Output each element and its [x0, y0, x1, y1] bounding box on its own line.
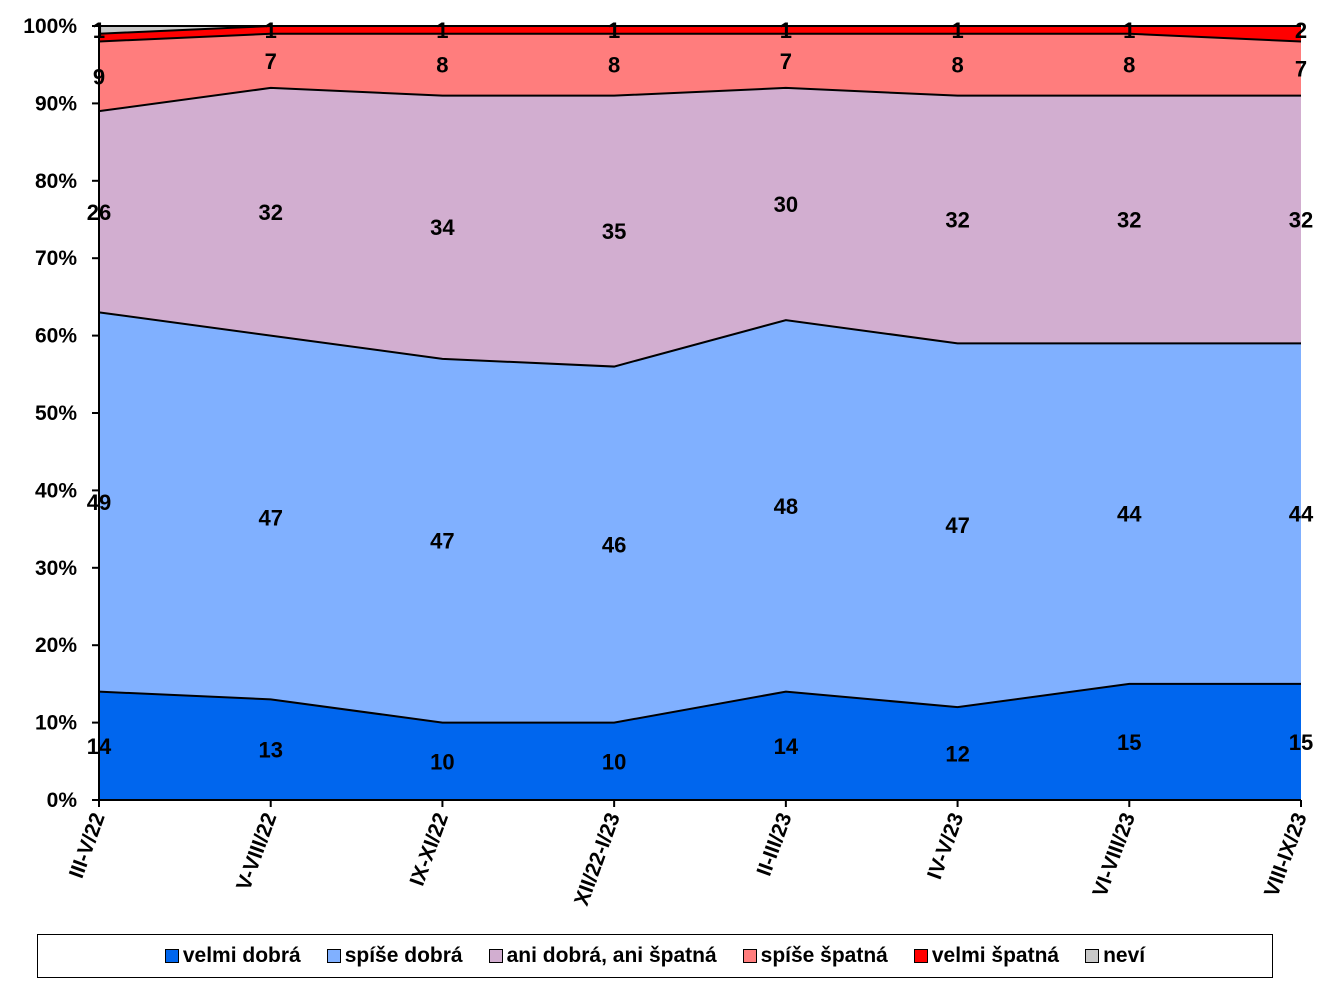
- data-label-spise-dobra: 44: [1289, 502, 1314, 527]
- area-velmi-dobra: [99, 683, 1301, 800]
- x-tick-label: IV-V/23: [923, 810, 968, 883]
- series-areas: [98, 25, 1302, 800]
- data-label-spise-dobra: 47: [430, 529, 454, 554]
- data-label-spise-dobra: 48: [774, 494, 798, 519]
- data-label-ani-dobra-ani-spatna: 32: [945, 208, 969, 233]
- data-label-velmi-dobra: 12: [945, 742, 969, 767]
- stacked-area-chart: 0% 10% 20% 30% 40% 50% 60% 70% 80% 90% 100% III-V/2…: [23, 15, 1314, 909]
- boundary-velmi-dobra: [98, 682, 1301, 724]
- data-label-spise-spatna: 7: [1295, 57, 1307, 82]
- boundary-ani-dobra-ani-spatna: [98, 86, 1301, 113]
- data-label-velmi-dobra: 15: [1117, 730, 1141, 755]
- legend-label: velmi špatná: [931, 944, 1060, 967]
- area-spise-spatna: [99, 33, 1301, 112]
- x-tick-label: V-VIII/22: [232, 810, 281, 894]
- data-label-ani-dobra-ani-spatna: 32: [1117, 208, 1141, 233]
- x-tick-label: XII/22-I/23: [570, 810, 625, 909]
- data-label-velmi-dobra: 10: [602, 749, 626, 774]
- y-tick-label: 20%: [35, 634, 77, 657]
- data-label-spise-spatna: 8: [436, 53, 448, 78]
- data-label-velmi-dobra: 14: [87, 734, 112, 759]
- y-tick-label: 50%: [35, 402, 77, 425]
- legend-label: neví: [1103, 944, 1146, 967]
- data-label-spise-spatna: 9: [93, 64, 105, 89]
- boundary-spise-spatna: [98, 32, 1302, 43]
- data-label-velmi-spatna: 1: [608, 18, 620, 43]
- legend-swatch: [164, 949, 179, 963]
- y-tick-label: 30%: [35, 557, 77, 580]
- data-label-nevi: 1: [93, 18, 105, 43]
- y-tick-label: 10%: [35, 712, 77, 735]
- legend-item-ani-dobra-ani-spatna: ani dobrá, ani špatná: [488, 944, 717, 968]
- data-label-velmi-spatna: 1: [436, 18, 448, 43]
- data-label-velmi-spatna: 1: [780, 18, 792, 43]
- y-tick-label: 60%: [35, 325, 77, 348]
- legend-label: velmi dobrá: [182, 944, 301, 967]
- data-label-velmi-dobra: 15: [1289, 730, 1313, 755]
- data-label-velmi-spatna: 1: [93, 18, 105, 43]
- y-tick-label: 90%: [35, 92, 77, 115]
- x-tick-label: IX-XI/22: [406, 810, 454, 889]
- data-label-spise-dobra: 44: [1117, 502, 1142, 527]
- legend: velmi dobrá spíše dobrá ani dobrá, ani špa…: [37, 934, 1273, 978]
- legend-swatch: [326, 949, 341, 963]
- data-label-velmi-dobra: 10: [430, 749, 454, 774]
- legend-item-nevi: neví: [1085, 944, 1145, 968]
- legend-label: spíše špatná: [760, 944, 888, 967]
- data-label-ani-dobra-ani-spatna: 32: [1289, 208, 1313, 233]
- y-tick-label: 70%: [35, 247, 77, 270]
- y-tick-label: 0%: [47, 789, 78, 812]
- data-label-spise-spatna: 8: [608, 53, 620, 78]
- legend-swatch: [1085, 949, 1100, 963]
- data-label-spise-spatna: 7: [780, 49, 792, 74]
- data-label-spise-spatna: 8: [951, 53, 963, 78]
- legend-item-velmi-dobra: velmi dobrá: [164, 944, 301, 968]
- area-ani-dobra-ani-spatna: [99, 87, 1301, 367]
- legend-label: ani dobrá, ani špatná: [506, 944, 717, 967]
- legend-swatch: [488, 949, 503, 963]
- data-label-velmi-dobra: 14: [774, 734, 799, 759]
- data-label-ani-dobra-ani-spatna: 32: [258, 200, 282, 225]
- data-label-spise-dobra: 46: [602, 533, 626, 558]
- legend-item-spise-spatna: spíše špatná: [742, 944, 888, 968]
- legend-item-spise-dobra: spíše dobrá: [326, 944, 463, 968]
- data-label-spise-spatna: 8: [1123, 53, 1135, 78]
- data-label-velmi-dobra: 13: [258, 738, 282, 763]
- data-label-ani-dobra-ani-spatna: 34: [430, 215, 455, 240]
- y-tick-label: 40%: [35, 479, 77, 502]
- legend-label: spíše dobrá: [344, 944, 463, 967]
- x-tick-label: VIII-IX/23: [1260, 810, 1312, 900]
- data-label-velmi-spatna: 2: [1295, 18, 1307, 43]
- data-label-spise-spatna: 7: [265, 49, 277, 74]
- y-tick-label: 100%: [23, 15, 77, 38]
- data-label-velmi-spatna: 1: [265, 18, 277, 43]
- data-label-velmi-spatna: 1: [1123, 18, 1135, 43]
- data-label-spise-dobra: 47: [945, 513, 969, 538]
- data-label-spise-dobra: 49: [87, 490, 111, 515]
- area-spise-dobra: [99, 312, 1301, 723]
- data-label-ani-dobra-ani-spatna: 26: [87, 200, 111, 225]
- boundary-spise-dobra: [98, 311, 1301, 368]
- x-tick-label: III-V/22: [65, 810, 110, 881]
- x-tick-label: VI-VIII/23: [1088, 810, 1140, 900]
- legend-swatch: [913, 949, 928, 963]
- legend-item-velmi-spatna: velmi špatná: [913, 944, 1060, 968]
- x-tick-label: II-III/23: [753, 810, 797, 879]
- legend-swatch: [742, 949, 757, 963]
- data-label-ani-dobra-ani-spatna: 30: [774, 192, 798, 217]
- data-label-velmi-spatna: 1: [951, 18, 963, 43]
- y-tick-label: 80%: [35, 170, 77, 193]
- data-label-ani-dobra-ani-spatna: 35: [602, 219, 626, 244]
- data-label-spise-dobra: 47: [258, 505, 282, 530]
